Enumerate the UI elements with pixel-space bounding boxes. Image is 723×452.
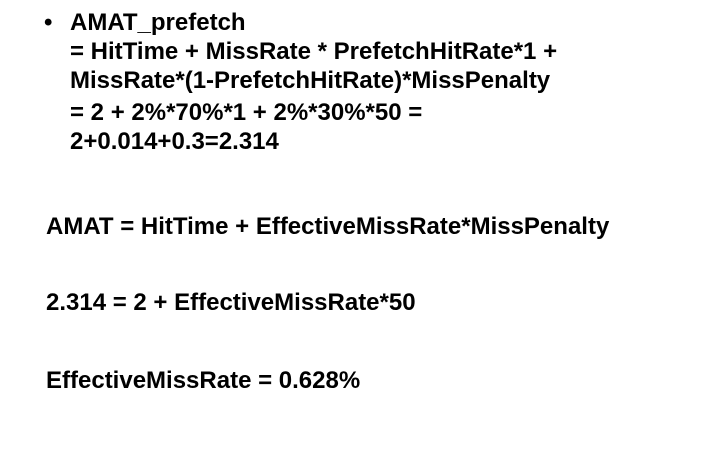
- bullet-icon: •: [44, 9, 53, 36]
- formula-line-2: MissRate*(1-PrefetchHitRate)*MissPenalty: [70, 67, 551, 94]
- bullet-item-amat-prefetch: • AMAT_prefetch = HitTime + MissRate * P…: [44, 8, 704, 156]
- formula-line-1: = HitTime + MissRate * PrefetchHitRate*1…: [70, 38, 558, 65]
- substitution-line-2: 2+0.014+0.3=2.314: [70, 128, 279, 155]
- substitution-line-1: = 2 + 2%*70%*1 + 2%*30%*50 =: [70, 99, 423, 126]
- result-text: EffectiveMissRate = 0.628%: [46, 367, 361, 394]
- amat-formula-text: AMAT = HitTime + EffectiveMissRate*MissP…: [46, 213, 610, 240]
- solve-equation-text: 2.314 = 2 + EffectiveMissRate*50: [46, 289, 416, 316]
- bullet-title: AMAT_prefetch: [70, 9, 246, 36]
- bullet-text: AMAT_prefetch = HitTime + MissRate * Pre…: [70, 8, 704, 156]
